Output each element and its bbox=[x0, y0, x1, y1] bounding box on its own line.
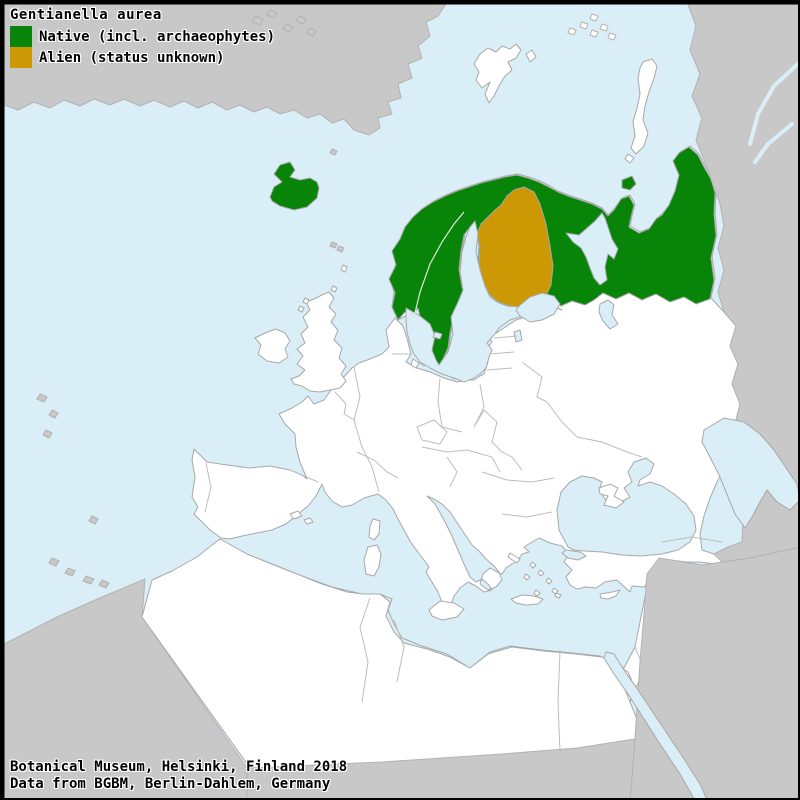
region-crete bbox=[510, 594, 544, 606]
border-norway-sweden bbox=[413, 211, 465, 318]
sea-caspian bbox=[701, 417, 798, 529]
sea-marmara bbox=[561, 549, 587, 561]
credits-line2: Data from BGBM, Berlin-Dahlem, Germany bbox=[10, 776, 331, 792]
country-borders bbox=[204, 335, 723, 753]
siberia-rivers bbox=[748, 60, 798, 164]
lake-onega bbox=[598, 299, 619, 330]
credits-line1: Botanical Museum, Helsinki, Finland 2018 bbox=[10, 759, 348, 775]
region-great-britain bbox=[290, 291, 347, 393]
region-svalbard bbox=[473, 43, 537, 104]
region-balearics bbox=[289, 510, 314, 525]
region-morocco-sahara bbox=[2, 578, 252, 798]
sea-white-sea bbox=[565, 212, 619, 286]
legend-swatch-native-icon bbox=[10, 26, 32, 47]
region-crimea bbox=[598, 483, 625, 509]
lake-ladoga bbox=[515, 292, 561, 323]
legend-item-alien: Alien (status unknown) bbox=[10, 47, 275, 68]
legend: Native (incl. archaeophytes) Alien (stat… bbox=[10, 26, 275, 68]
inner-seas-group bbox=[405, 212, 798, 798]
lake-peipus bbox=[513, 329, 523, 343]
region-sahara-band bbox=[246, 738, 636, 798]
legend-label-alien: Alien (status unknown) bbox=[39, 49, 225, 66]
region-ireland bbox=[254, 328, 291, 364]
region-atlantic-islands bbox=[36, 393, 110, 589]
region-greenland-islets bbox=[251, 9, 345, 253]
sea-red-sea bbox=[603, 651, 707, 798]
legend-swatch-alien-icon bbox=[10, 47, 32, 68]
region-native-iceland bbox=[269, 161, 320, 211]
legend-item-native: Native (incl. archaeophytes) bbox=[10, 26, 275, 47]
region-arabia-iran bbox=[629, 547, 798, 798]
region-aegean-islands bbox=[507, 552, 562, 599]
region-sicily bbox=[428, 600, 465, 621]
region-franz-josef-land bbox=[567, 13, 617, 41]
region-shetland-orkney bbox=[297, 264, 348, 313]
region-sardinia bbox=[363, 544, 382, 577]
map-title: Gentianella aurea bbox=[10, 7, 162, 23]
region-cyprus bbox=[599, 589, 621, 600]
lake-vanern bbox=[432, 331, 443, 340]
region-greenland bbox=[2, 2, 448, 136]
region-novaya-zemlya bbox=[624, 58, 658, 164]
sea-black-sea bbox=[556, 457, 697, 557]
legend-label-native: Native (incl. archaeophytes) bbox=[39, 28, 276, 45]
credits: Botanical Museum, Helsinki, Finland 2018… bbox=[10, 759, 347, 793]
region-corsica bbox=[368, 518, 381, 541]
region-native-kolguev bbox=[621, 175, 637, 191]
